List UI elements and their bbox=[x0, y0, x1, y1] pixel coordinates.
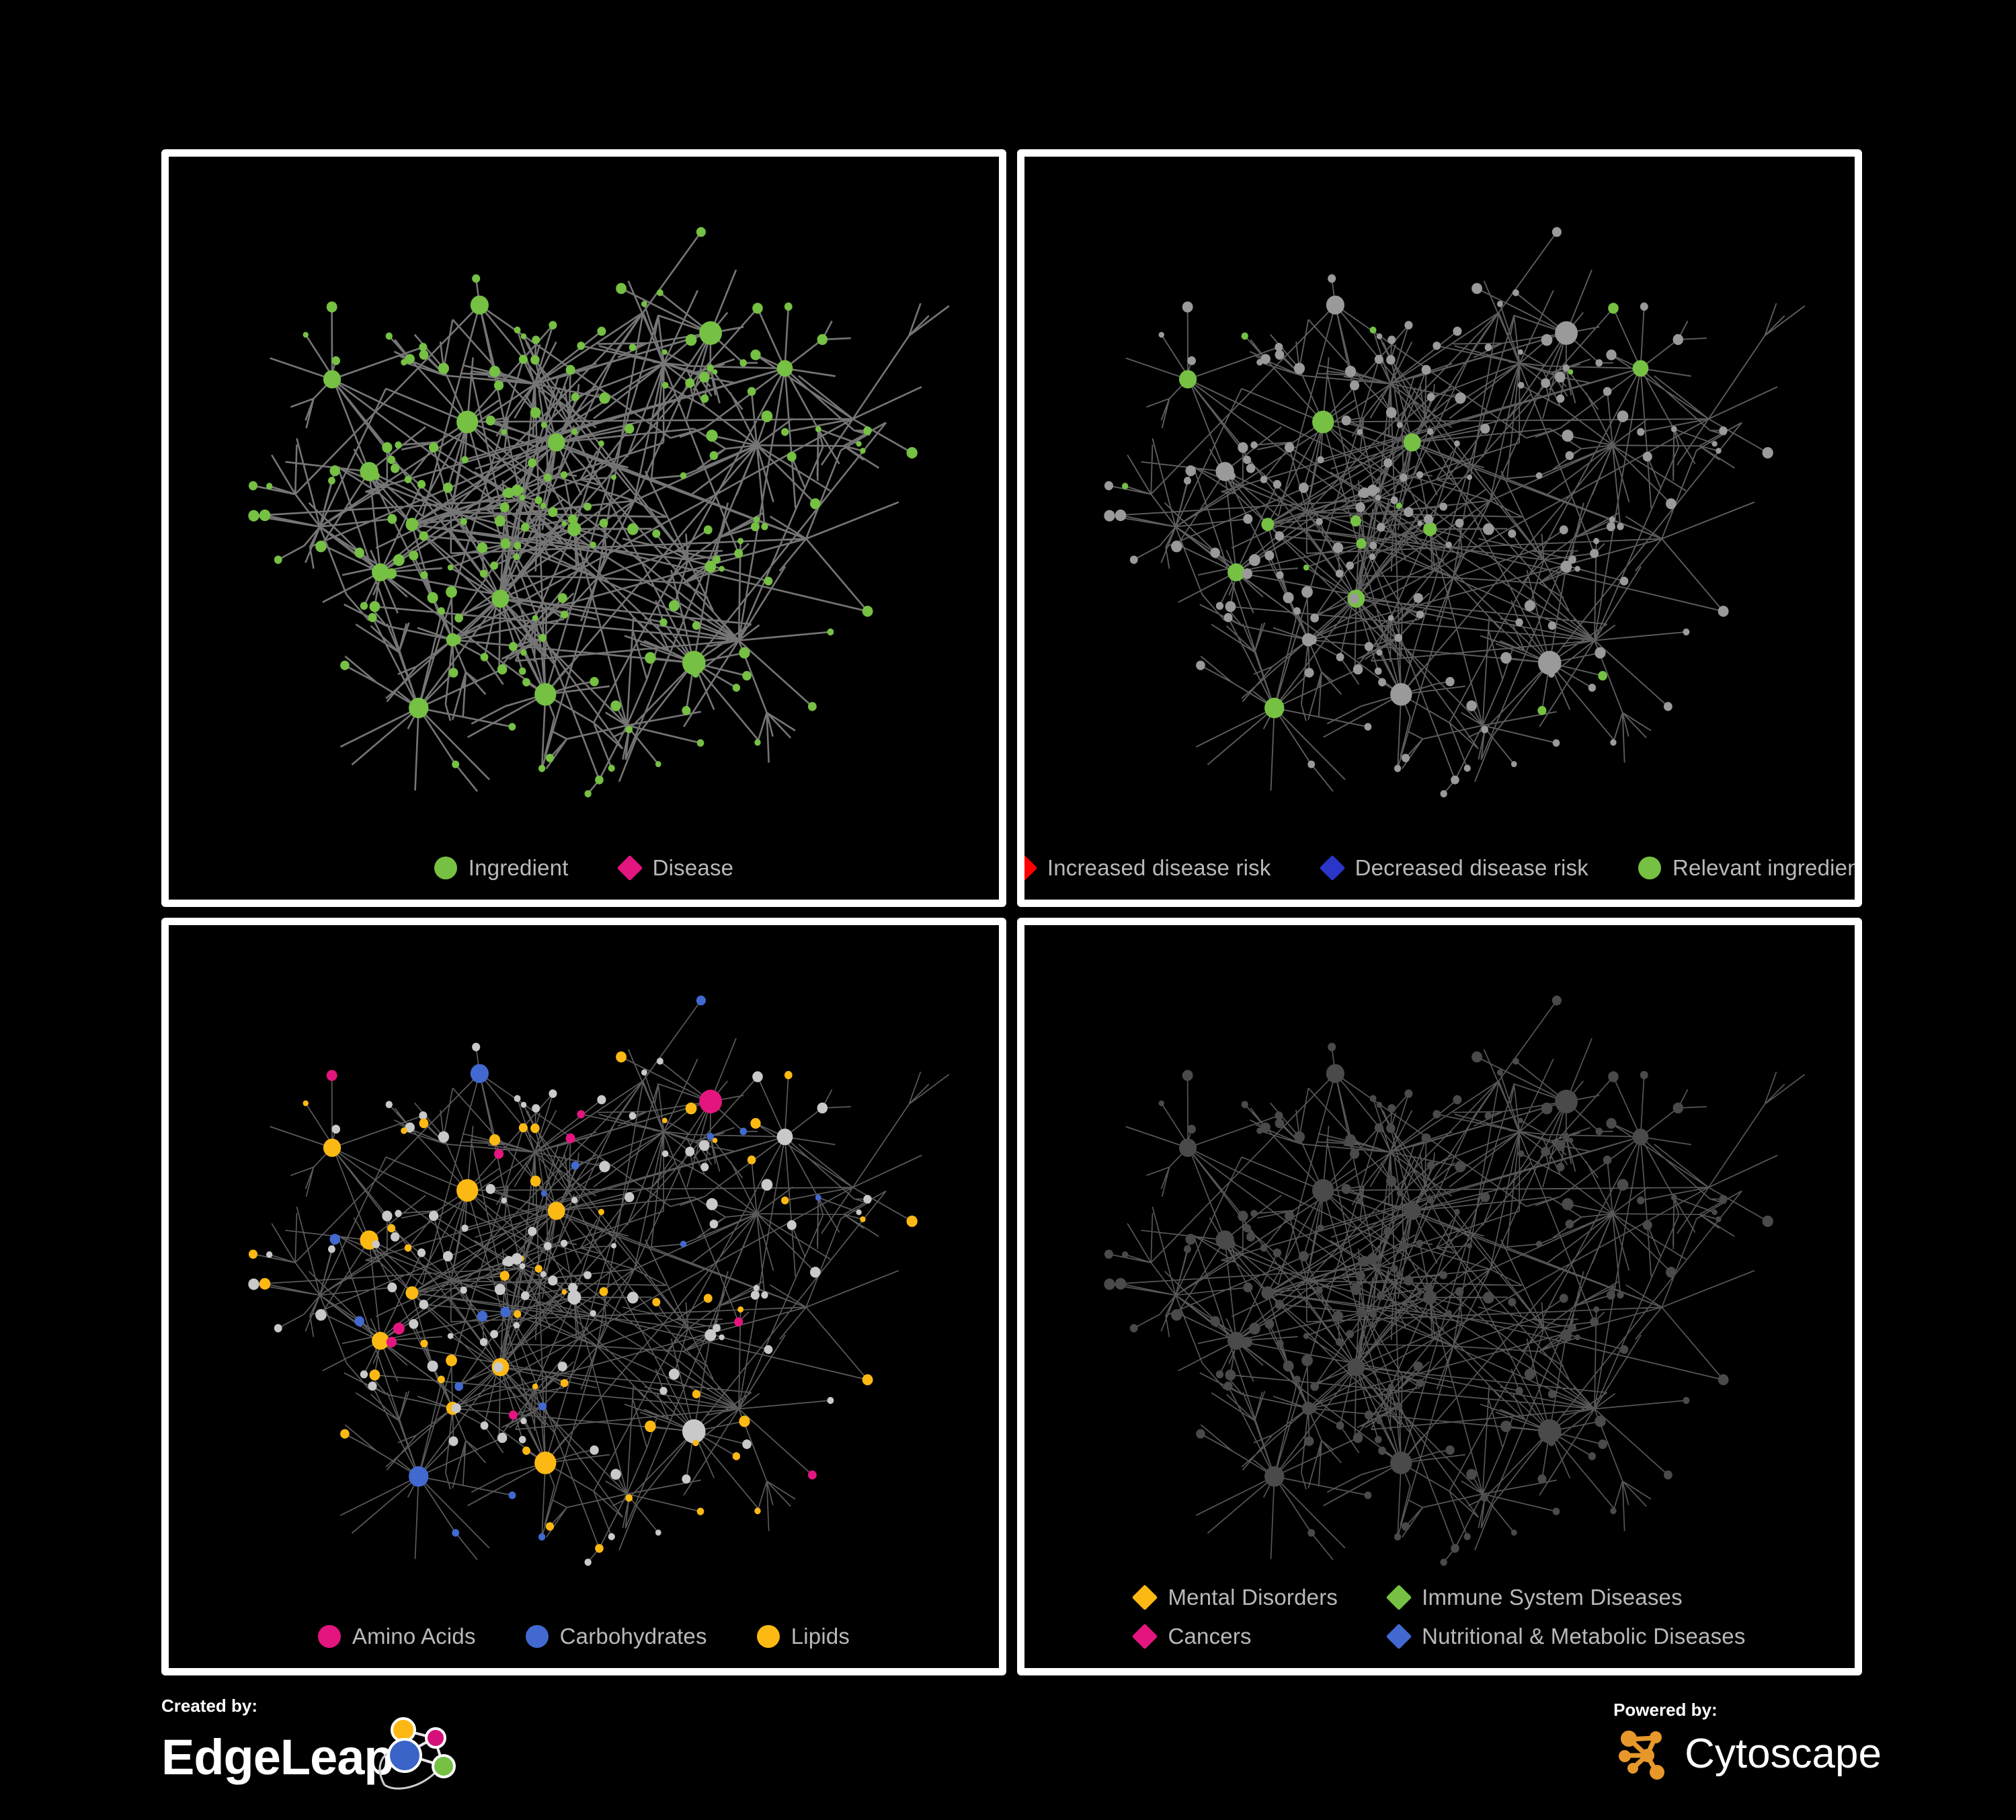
cytoscape-logo[interactable]: Powered by: Cytoscape bbox=[1613, 1700, 1882, 1801]
footer: Created by: EdgeLeap Powered by: bbox=[0, 1681, 2016, 1815]
edgeleap-wordmark: EdgeLeap bbox=[161, 1729, 395, 1785]
panel-disease-risk[interactable]: Increased disease risk Decreased disease … bbox=[1017, 149, 1862, 907]
edgeleap-network-icon bbox=[378, 1717, 456, 1790]
panel-ingredient-disease[interactable]: Ingredient Disease bbox=[161, 149, 1006, 907]
powered-by-label: Powered by: bbox=[1613, 1700, 1718, 1720]
cytoscape-wordmark: Cytoscape bbox=[1685, 1731, 1882, 1777]
panel-disease-class[interactable]: Mental Disorders Immune System Diseases Ca… bbox=[1017, 918, 1862, 1675]
panel-nutrient-class[interactable]: Amino Acids Carbohydrates Lipids bbox=[161, 918, 1006, 1675]
cytoscape-icon bbox=[1619, 1731, 1665, 1780]
created-by-label: Created by: bbox=[161, 1696, 258, 1716]
network-canvas-2[interactable] bbox=[1024, 157, 1855, 900]
network-canvas-4[interactable] bbox=[1024, 925, 1855, 1668]
network-canvas-3[interactable] bbox=[169, 925, 999, 1668]
edgeleap-logo[interactable]: Created by: EdgeLeap bbox=[161, 1696, 511, 1796]
network-canvas-1[interactable] bbox=[169, 157, 999, 900]
panel-grid: Ingredient Disease Increased disease risk… bbox=[161, 149, 1862, 1675]
